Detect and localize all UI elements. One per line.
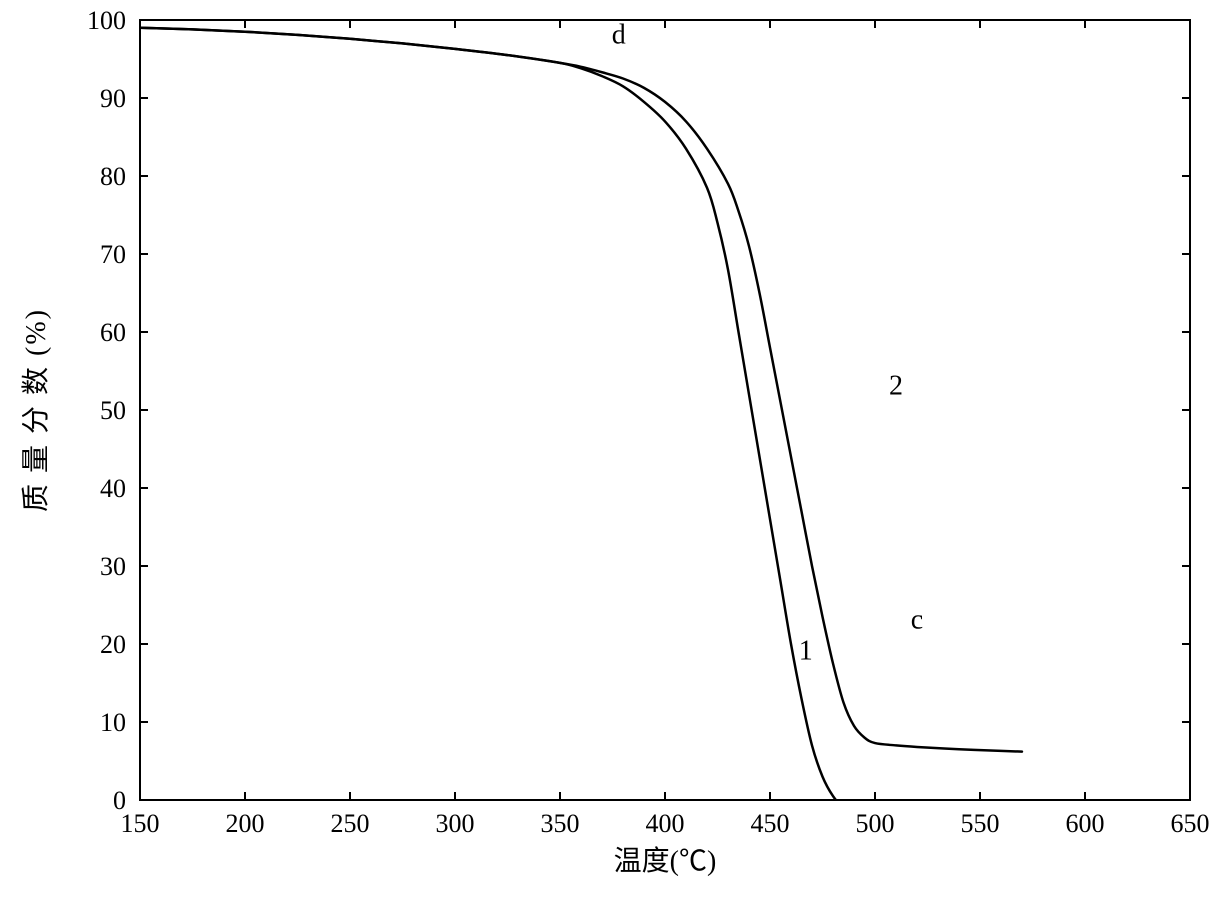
annotation-c: c: [911, 604, 923, 635]
svg-text:250: 250: [331, 809, 370, 838]
svg-text:80: 80: [100, 162, 126, 191]
svg-text:20: 20: [100, 630, 126, 659]
svg-text:40: 40: [100, 474, 126, 503]
annotation-d: d: [612, 19, 626, 50]
svg-text:400: 400: [646, 809, 685, 838]
annotation-1: 1: [799, 636, 813, 667]
annotation-2: 2: [889, 370, 903, 401]
chart-container: 1502002503003504004505005506006500102030…: [0, 0, 1220, 907]
svg-text:650: 650: [1171, 809, 1210, 838]
svg-text:10: 10: [100, 708, 126, 737]
svg-text:60: 60: [100, 318, 126, 347]
svg-text:0: 0: [113, 786, 126, 815]
svg-text:500: 500: [856, 809, 895, 838]
svg-text:550: 550: [961, 809, 1000, 838]
svg-text:600: 600: [1066, 809, 1105, 838]
svg-text:50: 50: [100, 396, 126, 425]
svg-text:90: 90: [100, 84, 126, 113]
svg-text:70: 70: [100, 240, 126, 269]
svg-text:100: 100: [87, 6, 126, 35]
x-axis-label: 温度(℃): [614, 845, 717, 877]
svg-text:450: 450: [751, 809, 790, 838]
svg-text:150: 150: [121, 809, 160, 838]
tga-chart: 1502002503003504004505005506006500102030…: [0, 0, 1220, 907]
y-axis-label: 质 量 分 数 (%): [20, 308, 52, 512]
svg-text:30: 30: [100, 552, 126, 581]
svg-text:300: 300: [436, 809, 475, 838]
svg-text:350: 350: [541, 809, 580, 838]
svg-text:200: 200: [226, 809, 265, 838]
